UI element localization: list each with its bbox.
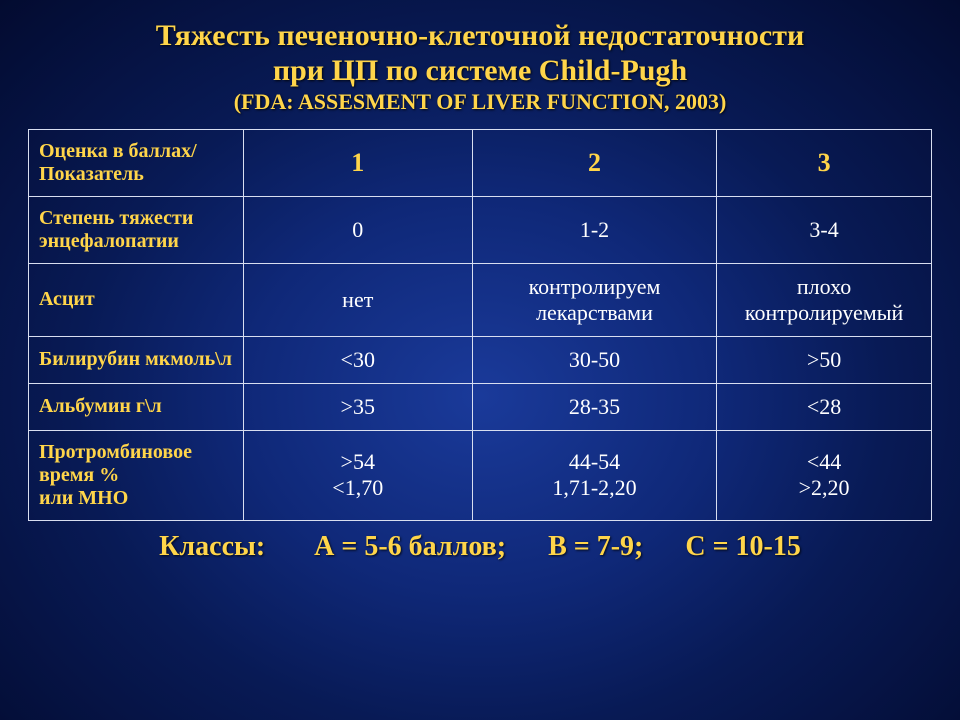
row-label: Альбумин г\л — [29, 383, 244, 430]
row-label: Степень тяжести энцефалопатии — [29, 196, 244, 263]
header-label: Оценка в баллах/ Показатель — [29, 129, 244, 196]
row-label: Билирубин мкмоль\л — [29, 336, 244, 383]
cell: <44>2,20 — [717, 430, 932, 520]
header-col-1: 1 — [243, 129, 472, 196]
cell: >50 — [717, 336, 932, 383]
cell: нет — [243, 263, 472, 336]
table-header-row: Оценка в баллах/ Показатель 1 2 3 — [29, 129, 932, 196]
table-row: Альбумин г\л >35 28-35 <28 — [29, 383, 932, 430]
child-pugh-table: Оценка в баллах/ Показатель 1 2 3 Степен… — [28, 129, 932, 521]
row-label: Протромбиновое время %или МНО — [29, 430, 244, 520]
title-subtitle: (FDA: ASSESMENT OF LIVER FUNCTION, 2003) — [28, 89, 932, 115]
row-label: Асцит — [29, 263, 244, 336]
cell: 28-35 — [472, 383, 716, 430]
cell: 1-2 — [472, 196, 716, 263]
cell: 44-541,71-2,20 — [472, 430, 716, 520]
cell: контролируем лекарствами — [472, 263, 716, 336]
table-row: Протромбиновое время %или МНО >54<1,70 4… — [29, 430, 932, 520]
cell: 0 — [243, 196, 472, 263]
table-row: Билирубин мкмоль\л <30 30-50 >50 — [29, 336, 932, 383]
table-row: Асцит нет контролируем лекарствами плохо… — [29, 263, 932, 336]
title-line-1: Тяжесть печеночно-клеточной недостаточно… — [28, 18, 932, 53]
cell: >35 — [243, 383, 472, 430]
cell: <30 — [243, 336, 472, 383]
slide: Тяжесть печеночно-клеточной недостаточно… — [0, 0, 960, 720]
cell: >54<1,70 — [243, 430, 472, 520]
cell: 3-4 — [717, 196, 932, 263]
cell: <28 — [717, 383, 932, 430]
header-col-2: 2 — [472, 129, 716, 196]
cell: 30-50 — [472, 336, 716, 383]
header-col-3: 3 — [717, 129, 932, 196]
title-block: Тяжесть печеночно-клеточной недостаточно… — [28, 18, 932, 115]
cell: плохо контролируемый — [717, 263, 932, 336]
title-line-2: при ЦП по системе Child-Pugh — [28, 53, 932, 88]
footer-classes: Классы: А = 5-6 баллов; В = 7-9; С = 10-… — [28, 531, 932, 563]
table-row: Степень тяжести энцефалопатии 0 1-2 3-4 — [29, 196, 932, 263]
